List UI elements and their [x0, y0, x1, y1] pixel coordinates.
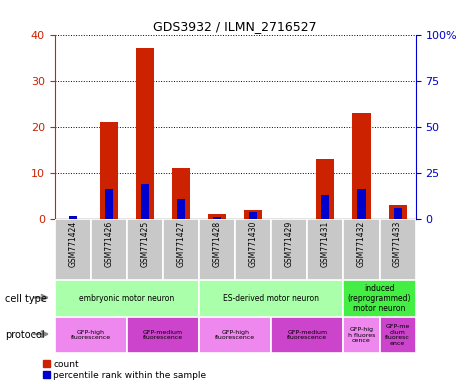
Text: GSM771431: GSM771431 — [321, 221, 330, 267]
Text: GSM771430: GSM771430 — [249, 221, 257, 267]
Bar — [104, 189, 113, 219]
Bar — [343, 317, 380, 353]
Text: GSM771425: GSM771425 — [141, 221, 149, 267]
Text: protocol: protocol — [5, 330, 44, 340]
Bar — [321, 195, 330, 219]
Bar — [307, 219, 343, 280]
Bar — [136, 48, 154, 219]
Bar — [249, 212, 257, 219]
Text: GSM771428: GSM771428 — [213, 221, 221, 267]
Bar — [127, 219, 163, 280]
Bar — [55, 219, 91, 280]
Bar — [343, 219, 380, 280]
Text: GSM771433: GSM771433 — [393, 221, 402, 267]
Bar — [177, 199, 185, 219]
Bar — [199, 280, 343, 317]
Text: GFP-high
fluorescence: GFP-high fluorescence — [215, 329, 255, 341]
Bar — [141, 184, 149, 219]
Text: ES-derived motor neuron: ES-derived motor neuron — [223, 294, 319, 303]
Title: GDS3932 / ILMN_2716527: GDS3932 / ILMN_2716527 — [153, 20, 317, 33]
Text: GFP-hig
h fluores
cence: GFP-hig h fluores cence — [348, 327, 375, 343]
Text: GFP-high
fluorescence: GFP-high fluorescence — [71, 329, 111, 341]
Bar — [357, 189, 366, 219]
Bar — [271, 219, 307, 280]
Bar — [393, 208, 402, 219]
Text: cell type: cell type — [5, 294, 47, 304]
Bar — [380, 219, 416, 280]
Bar — [213, 217, 221, 219]
Text: GSM771429: GSM771429 — [285, 221, 294, 267]
Bar — [271, 317, 343, 353]
Bar — [199, 219, 235, 280]
Bar — [199, 317, 271, 353]
Bar — [100, 122, 118, 219]
Bar — [163, 219, 199, 280]
Bar — [352, 113, 370, 219]
Text: GSM771426: GSM771426 — [104, 221, 113, 267]
Bar — [389, 205, 407, 219]
Bar — [68, 216, 77, 219]
Bar — [244, 210, 262, 219]
Bar — [91, 219, 127, 280]
Text: GFP-me
dium
fluoresc
ence: GFP-me dium fluoresc ence — [385, 324, 410, 346]
Text: GFP-medium
fluorescence: GFP-medium fluorescence — [143, 329, 183, 341]
Bar — [380, 317, 416, 353]
Text: GSM771424: GSM771424 — [68, 221, 77, 267]
Bar — [127, 317, 199, 353]
Text: embryonic motor neuron: embryonic motor neuron — [79, 294, 174, 303]
Text: GSM771432: GSM771432 — [357, 221, 366, 267]
Bar — [208, 214, 226, 219]
Bar — [55, 317, 127, 353]
Bar — [316, 159, 334, 219]
Bar — [172, 168, 190, 219]
Text: GFP-medium
fluorescence: GFP-medium fluorescence — [287, 329, 327, 341]
Bar — [343, 280, 416, 317]
Legend: count, percentile rank within the sample: count, percentile rank within the sample — [43, 360, 207, 379]
Text: GSM771427: GSM771427 — [177, 221, 185, 267]
Bar — [55, 280, 199, 317]
Bar — [235, 219, 271, 280]
Text: induced
(reprogrammed)
motor neuron: induced (reprogrammed) motor neuron — [348, 284, 411, 313]
